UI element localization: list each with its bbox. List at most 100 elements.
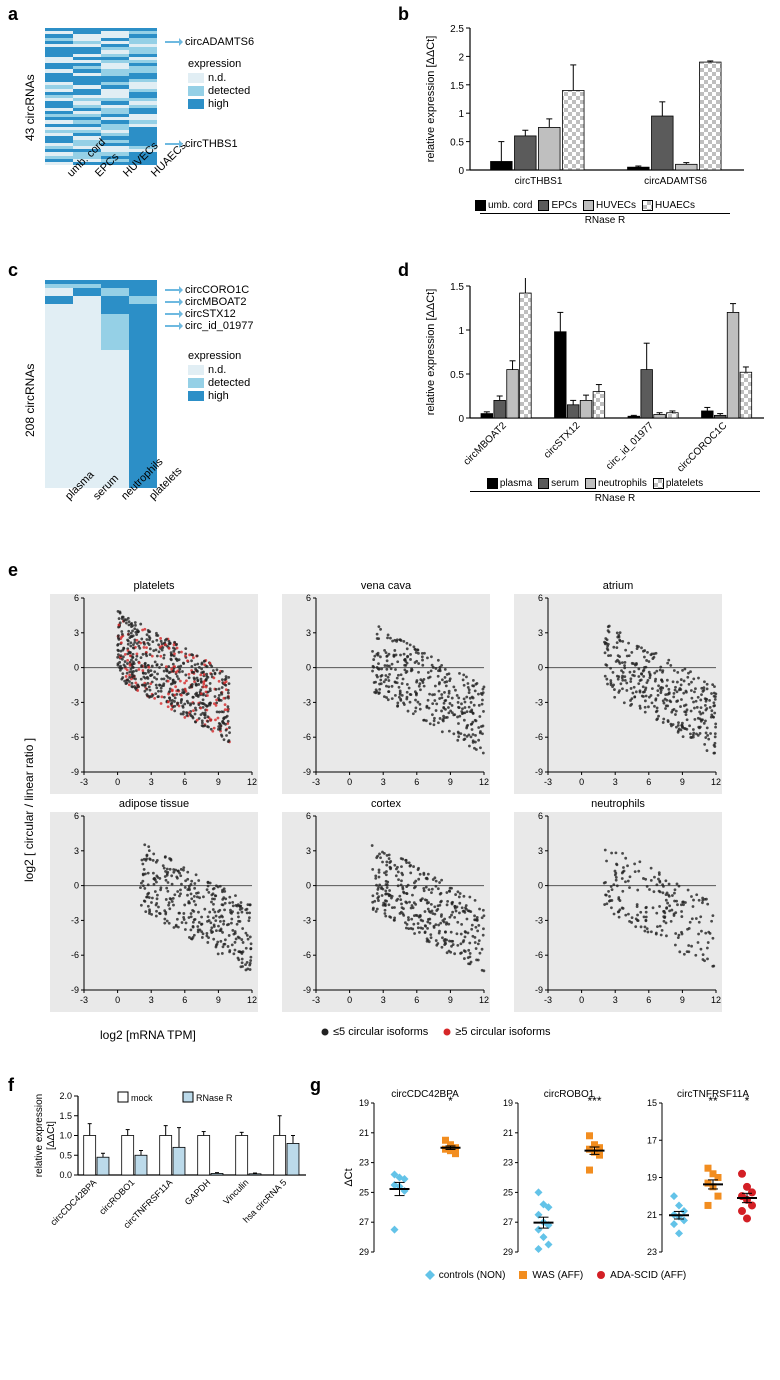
svg-text:3: 3 [381,777,386,787]
svg-text:3: 3 [306,846,311,856]
svg-text:9: 9 [216,777,221,787]
svg-text:17: 17 [647,1135,657,1145]
svg-text:-3: -3 [71,915,79,925]
panel-label-a: a [8,4,18,25]
svg-text:0: 0 [579,995,584,1005]
svg-text:circSTX12: circSTX12 [542,420,583,461]
scatter-plot: -9-6-3036-3036912 [50,594,258,794]
panel-d-bracket: RNase R [470,491,760,504]
svg-text:3: 3 [613,995,618,1005]
svg-text:mock: mock [131,1093,153,1103]
svg-text:6: 6 [538,594,543,603]
panel-label-e: e [8,560,18,581]
svg-text:0.5: 0.5 [59,1150,72,1160]
svg-text:-3: -3 [544,995,552,1005]
svg-text:25: 25 [503,1187,513,1197]
svg-text:-9: -9 [71,985,79,995]
svg-text:-9: -9 [303,767,311,777]
scatter-plot: -9-6-3036-3036912 [50,812,258,1012]
dotplot: circCDC42BPA292725232119ΔCt* [342,1085,482,1260]
legend-item: n.d. [188,364,250,376]
panel-f-barchart: 0.00.51.01.52.0relative expression[ΔΔCt]… [30,1090,310,1235]
svg-text:6: 6 [74,812,79,821]
svg-text:0: 0 [538,663,543,673]
svg-text:*: * [745,1094,750,1108]
svg-text:0.5: 0.5 [450,370,464,381]
svg-text:12: 12 [711,777,721,787]
svg-text:6: 6 [182,777,187,787]
svg-text:0: 0 [74,663,79,673]
panel-f-svg: 0.00.51.01.52.0relative expression[ΔΔCt]… [30,1090,310,1235]
svg-text:0: 0 [347,995,352,1005]
scatter-plot: -9-6-3036-3036912 [514,594,722,794]
svg-text:23: 23 [503,1158,513,1168]
dotplot: circROBO1292725232119*** [486,1085,626,1260]
svg-text:0: 0 [74,881,79,891]
svg-text:1: 1 [458,326,464,337]
svg-text:0: 0 [115,777,120,787]
svg-text:RNase R: RNase R [196,1093,233,1103]
svg-text:21: 21 [503,1128,513,1138]
svg-text:-3: -3 [312,995,320,1005]
svg-text:-3: -3 [312,777,320,787]
svg-text:Vinculin: Vinculin [221,1177,250,1206]
svg-text:6: 6 [182,995,187,1005]
svg-text:6: 6 [646,995,651,1005]
panel-c-callout-4: circ_id_01977 [165,320,254,332]
svg-text:12: 12 [479,995,489,1005]
panel-e-ylabel: log2 [ circular / linear ratio ] [22,660,36,960]
svg-text:-6: -6 [71,950,79,960]
svg-text:relative expression [ΔΔCt]: relative expression [ΔΔCt] [425,36,437,163]
arrow-icon [165,309,183,319]
svg-text:1: 1 [458,109,464,120]
svg-text:circCOROC1C: circCOROC1C [675,420,729,474]
svg-text:12: 12 [479,777,489,787]
svg-text:-6: -6 [535,732,543,742]
panel-e-xlabel: log2 [mRNA TPM] [100,1028,196,1042]
svg-text:12: 12 [711,995,721,1005]
svg-text:-9: -9 [535,985,543,995]
svg-text:2.0: 2.0 [59,1091,72,1101]
svg-text:-3: -3 [80,777,88,787]
heatmap-a-xlabels: umb. cordEPCsHUVECsHUAECs [65,171,177,183]
svg-text:-3: -3 [535,697,543,707]
svg-text:circTHBS1: circTHBS1 [515,176,563,187]
svg-text:21: 21 [359,1128,369,1138]
svg-text:9: 9 [680,995,685,1005]
svg-text:3: 3 [381,995,386,1005]
svg-text:-9: -9 [535,767,543,777]
svg-text:-6: -6 [535,950,543,960]
figure-container: a b c d e f g 43 circRNAs umb. cordEPCsH… [0,0,780,1380]
svg-text:***: *** [587,1094,601,1108]
svg-text:0: 0 [306,881,311,891]
scatter-title: adipose tissue [50,798,258,810]
panel-c-heatmap: 208 circRNAs plasmaserumneutrophilsplate… [45,280,175,506]
legend-item: high [188,390,250,402]
legend-item: plasma [487,478,532,489]
panel-a-legend: expression n.d.detectedhigh [188,58,250,111]
svg-text:*: * [448,1094,453,1108]
scatter-title: platelets [50,580,258,592]
svg-text:0: 0 [579,777,584,787]
svg-text:23: 23 [359,1158,369,1168]
legend-item: detected [188,377,250,389]
svg-text:-9: -9 [303,985,311,995]
svg-text:21: 21 [647,1210,657,1220]
scatter-title: vena cava [282,580,490,592]
panel-c-callout-1: circCORO1C [165,284,249,296]
barel-b-svg: 00.511.522.5relative expression [ΔΔCt]ci… [420,20,750,200]
panel-label-c: c [8,260,18,281]
panel-g-legend: controls (NON)WAS (AFF)ADA-SCID (AFF) [340,1269,770,1281]
svg-text:6: 6 [74,594,79,603]
svg-text:circCDC42BPA: circCDC42BPA [48,1177,98,1227]
svg-text:1.0: 1.0 [59,1131,72,1141]
svg-text:1.5: 1.5 [450,282,464,293]
svg-text:-3: -3 [535,915,543,925]
legend-item: EPCs [538,200,577,211]
scatter-plot: -9-6-3036-3036912 [282,812,490,1012]
svg-text:12: 12 [247,995,257,1005]
panel-a-callout-2: circTHBS1 [165,138,238,150]
svg-text:9: 9 [680,777,685,787]
svg-text:ΔCt: ΔCt [343,1168,355,1186]
svg-text:29: 29 [359,1247,369,1257]
